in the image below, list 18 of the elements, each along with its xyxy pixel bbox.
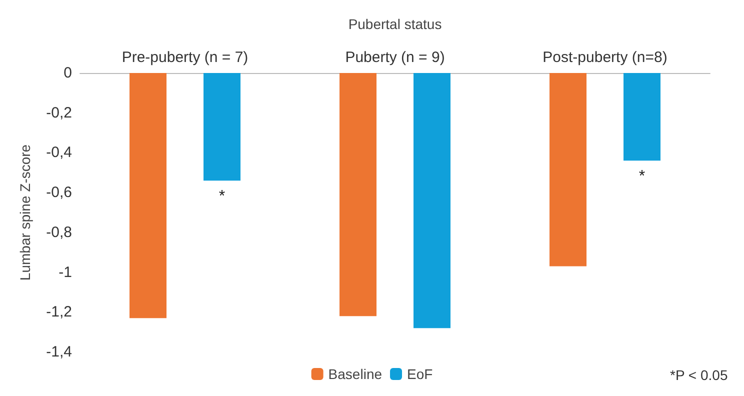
y-axis-title: Lumbar spine Z-score bbox=[17, 144, 33, 281]
legend-label: Baseline bbox=[328, 366, 382, 382]
y-tick-label: -1 bbox=[58, 264, 72, 281]
y-tick-label: -0,6 bbox=[46, 184, 72, 202]
y-tick-label: -0,2 bbox=[46, 104, 72, 122]
x-tick-label: Pre-puberty (n = 7) bbox=[122, 49, 248, 66]
y-tick-label: -1,2 bbox=[46, 304, 72, 321]
y-tick-label: -0,8 bbox=[46, 224, 72, 241]
y-tick-label: -0,4 bbox=[46, 144, 72, 162]
data-label: * bbox=[218, 188, 226, 206]
y-tick-label: 0 bbox=[64, 64, 72, 82]
x-tick-label: Puberty (n = 9) bbox=[345, 49, 445, 66]
legend-label: EoF bbox=[407, 366, 433, 382]
x-axis-title: Pubertal status bbox=[348, 16, 442, 32]
data-label: * bbox=[638, 168, 646, 186]
y-tick-label: -1,4 bbox=[46, 344, 72, 360]
text: *P < 0.05 bbox=[670, 367, 728, 383]
x-tick-label: Post-puberty (n=8) bbox=[542, 49, 668, 66]
